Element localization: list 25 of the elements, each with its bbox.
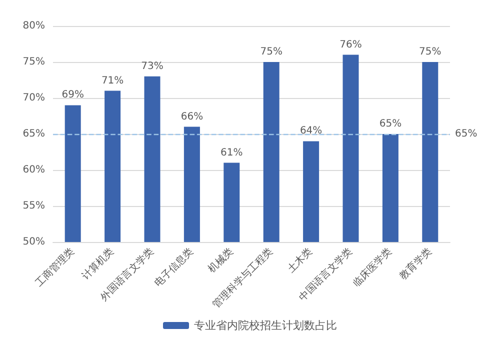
x-tick-label: 工商管理类 <box>32 245 77 290</box>
text: 75% <box>419 46 442 58</box>
y-tick-label: 70% <box>22 92 45 104</box>
x-tick-label: 机械类 <box>206 245 236 276</box>
legend-label: 专业省内院校招生计划数占比 <box>194 319 337 332</box>
y-tick-label: 65% <box>22 128 45 140</box>
y-tick-label: 80% <box>22 20 45 32</box>
y-tick-label: 55% <box>22 200 45 212</box>
text: 61% <box>220 147 243 158</box>
ref-line-label: 65% <box>455 128 478 140</box>
text: 71% <box>101 75 124 86</box>
y-tick-label: 60% <box>22 164 45 176</box>
y-tick-label: 50% <box>22 236 45 248</box>
text: 64% <box>300 126 322 137</box>
x-tick-label: 电子信息类 <box>152 245 196 290</box>
text: 66% <box>180 111 204 122</box>
text: 65% <box>379 118 402 130</box>
text: 75% <box>260 46 282 58</box>
x-tick-label: 临床医学类 <box>350 245 394 290</box>
text: 69% <box>62 90 84 101</box>
text: 73% <box>141 60 164 72</box>
y-tick-label: 75% <box>22 56 45 68</box>
x-tick-label: 土木类 <box>285 245 315 276</box>
x-tick-label: 教育学类 <box>397 245 434 282</box>
text: 76% <box>340 39 362 50</box>
